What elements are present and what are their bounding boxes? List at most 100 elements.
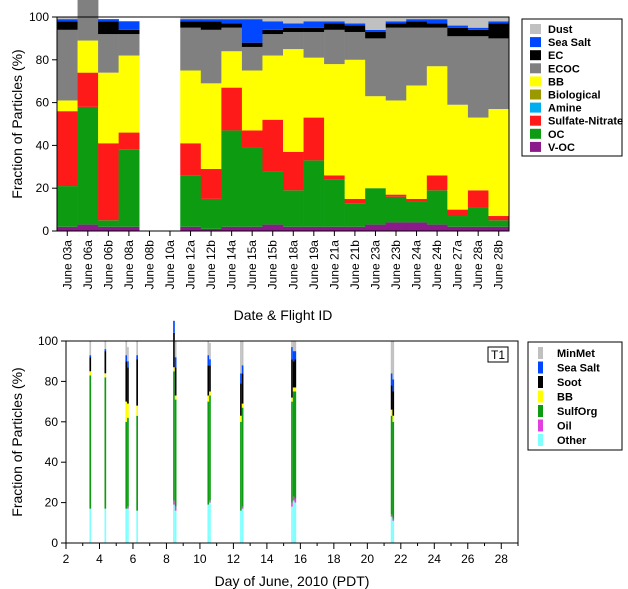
- bar-day-8-45-other: [173, 504, 175, 543]
- bar-day-10-5-sulforg: [207, 401, 210, 505]
- legend2-swatch-soot: [538, 376, 543, 388]
- bar-june-24b-bb: [426, 66, 448, 176]
- bar-day-15-5-oil: [291, 502, 293, 507]
- bar-june-27a-oc: [447, 216, 469, 227]
- bar-day-12-55-sea-salt: [241, 365, 244, 374]
- bar-day-12-55-oil: [241, 506, 244, 509]
- bar-june-18a-v-oc: [283, 226, 304, 231]
- bar-june-03a-oc: [57, 186, 78, 227]
- x2-tick-label-16: 16: [294, 552, 308, 566]
- bar-june-21b-sea-salt: [344, 23, 366, 26]
- bar-june-06a-v-oc: [77, 224, 99, 231]
- bar-june-28b-bb: [488, 109, 510, 217]
- bar-day-21-55-minmet: [392, 341, 395, 380]
- bar-day-15-7-oil: [294, 498, 297, 503]
- bar-june-21a-v-oc: [324, 226, 345, 231]
- legend-swatch-dust: [530, 24, 541, 34]
- x-tick-label-june-21b: June 21b: [348, 240, 362, 290]
- bar-june-08a-sulfate-nitrate: [118, 132, 140, 150]
- bar-day-4-35-sulforg: [104, 377, 107, 509]
- bar-day-5-7-other: [127, 508, 129, 543]
- bar-day-21-45-oil: [390, 514, 393, 517]
- legend-swatch-ec: [530, 50, 541, 61]
- bar-june-21b-oc: [344, 203, 366, 227]
- bar-june-03a-ec: [57, 21, 78, 30]
- bar-day-15-6-soot: [292, 361, 295, 388]
- legend2-swatch-other: [538, 434, 543, 446]
- bar-day-6-25-minmet: [136, 341, 138, 356]
- bar-june-12a-bb: [180, 70, 202, 144]
- x2-tick-label-14: 14: [260, 552, 274, 566]
- legend-label-biological: Biological: [548, 90, 601, 102]
- bar-june-21b-sulfate-nitrate: [344, 198, 366, 204]
- bar-june-14a-sea-salt: [221, 19, 243, 24]
- bar-day-15-6-oil: [292, 496, 295, 501]
- bar-day-4-35-minmet: [104, 341, 107, 350]
- legend2-label-bb: BB: [557, 392, 573, 404]
- bar-june-23a-bb: [365, 96, 387, 189]
- bar-day-15-6-sea-salt: [292, 351, 295, 362]
- bar-june-28b-sea-salt: [488, 21, 510, 24]
- bar-june-24a-oc: [406, 201, 428, 223]
- bar-june-18a-ecoc: [283, 31, 304, 50]
- bar-june-12b-dust: [200, 17, 222, 20]
- bar-day-15-5-soot: [291, 359, 293, 398]
- bar-day-4-35-soot: [104, 351, 107, 374]
- bar-june-23b-dust: [385, 17, 407, 22]
- x-tick-label-june-28b: June 28b: [492, 240, 506, 290]
- legend2-label-sulforg: SulfOrg: [557, 406, 597, 418]
- y2-tick-label-20: 20: [45, 496, 59, 510]
- bar-june-18a-bb: [283, 49, 304, 152]
- bar-day-6-25-bb: [136, 405, 138, 416]
- bar-day-4-35-sea-salt: [104, 349, 107, 352]
- bar-june-06b-oc: [98, 220, 119, 227]
- bar-june-27a-v-oc: [447, 226, 469, 231]
- bar-day-8-55-sea-salt: [174, 357, 177, 368]
- bar-june-21b-dust: [344, 17, 366, 24]
- bar-june-23b-oc: [385, 196, 407, 223]
- bar-june-06a-oc: [77, 106, 99, 225]
- bar-day-15-7-sulforg: [294, 391, 297, 499]
- bar-day-3-45-sulforg: [89, 375, 92, 509]
- x-tick-label-june-21a: June 21a: [327, 240, 341, 290]
- bar-june-23a-ec: [365, 31, 387, 39]
- bar-day-10-5-other: [207, 504, 210, 543]
- bar-june-23b-v-oc: [385, 222, 407, 231]
- bar-june-15a-sulfate-nitrate: [241, 130, 263, 148]
- bar-day-15-7-bb: [294, 387, 297, 392]
- bar-june-21b-ec: [344, 25, 366, 32]
- bar-june-15b-v-oc: [262, 224, 284, 231]
- x-tick-label-june-23a: June 23a: [369, 240, 383, 290]
- bar-day-8-55-sulforg: [174, 399, 177, 507]
- legend2-label-soot: Soot: [557, 377, 582, 389]
- bar-june-06b-sea-salt: [98, 19, 119, 22]
- bar-day-5-6-sulforg: [125, 421, 128, 509]
- bar-june-21a-bb: [324, 64, 345, 176]
- bar-day-12-55-other: [241, 508, 244, 543]
- bar-june-12b-ecoc: [200, 29, 222, 84]
- bar-june-14a-dust: [221, 17, 243, 20]
- bar-day-5-6-soot: [125, 361, 128, 402]
- y2-tick-label-0: 0: [51, 536, 58, 550]
- bar-day-15-7-minmet: [294, 341, 297, 352]
- bar-june-12a-dust: [180, 17, 202, 20]
- x-tick-label-june-24a: June 24a: [410, 240, 424, 290]
- bar-day-12-55-bb: [241, 403, 244, 408]
- legend-swatch-ecoc: [530, 63, 541, 74]
- y-tick-label-60: 60: [36, 96, 50, 110]
- bar-day-15-5-bb: [291, 397, 293, 402]
- bar-june-28a-sea-salt: [467, 27, 489, 30]
- bar-june-15a-sea-salt: [241, 19, 263, 43]
- bar-june-18a-sea-salt: [283, 23, 304, 28]
- bar-day-3-45-other: [89, 508, 92, 543]
- bar-day-15-7-soot: [294, 359, 297, 388]
- x-tick-label-june-03a: June 03a: [60, 240, 74, 290]
- bar-june-27a-sea-salt: [447, 25, 469, 28]
- bar-june-08a-bb: [118, 55, 140, 133]
- bar-june-06b-ec: [98, 21, 119, 35]
- bar-day-12-55-sulforg: [241, 407, 244, 507]
- bar-june-03a-dust: [57, 17, 78, 20]
- bar-day-21-45-other: [390, 516, 393, 543]
- bar-day-21-55-soot: [392, 391, 395, 416]
